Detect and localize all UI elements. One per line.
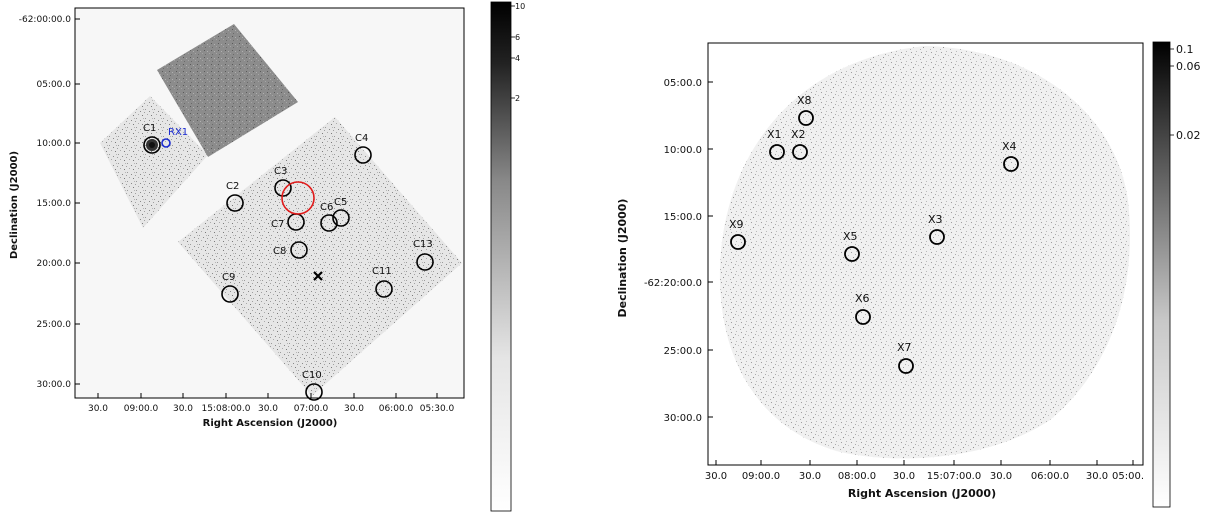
chandra-region-circle — [281, 181, 315, 215]
right-ylabel: Declination (J2000) — [616, 199, 629, 318]
source-label-x1: X1 — [767, 128, 782, 141]
left-ytick-5: 25:00.0 — [36, 320, 71, 330]
right-xtick-4: 30.0 — [893, 471, 915, 482]
source-circle-c4 — [354, 146, 372, 164]
source-label-c7: C7 — [271, 219, 284, 230]
source-label-x3: X3 — [928, 213, 943, 226]
right-ytick-1: 10:00.0 — [664, 145, 702, 156]
source-label-c2: C2 — [226, 181, 239, 192]
left-chip-dark — [157, 24, 298, 157]
right-xlabel: Right Ascension (J2000) — [848, 487, 996, 500]
source-circle-c9 — [221, 285, 239, 303]
source-circle-x9 — [730, 234, 746, 250]
left-xtick-6: 30.0 — [344, 404, 364, 414]
source-label-x8: X8 — [797, 94, 812, 107]
right-ytick-2: 15:00.0 — [664, 212, 702, 223]
left-cbar-tick-2: 4 — [515, 54, 520, 63]
source-label-x6: X6 — [855, 292, 870, 305]
source-circle-x8 — [798, 110, 814, 126]
left-xtick-7: 06:00.0 — [379, 404, 414, 414]
left-panel: RX1 C1 C2 C3 C4 C5 C6 C7 C8 C9 C10 C11 C… — [9, 1, 525, 512]
right-panel: X1 X2 X3 X4 X5 X6 X7 X8 X9 05:00.0 10:00… — [616, 41, 1201, 508]
left-xtick-8: 05:30.0 — [420, 404, 455, 414]
left-xtick-4: 30.0 — [258, 404, 278, 414]
source-label-c5: C5 — [334, 197, 347, 208]
source-label-c9: C9 — [222, 272, 235, 283]
source-circle-x3 — [929, 229, 945, 245]
left-chip-main — [178, 117, 462, 396]
source-label-x4: X4 — [1002, 140, 1017, 153]
right-xtick-9: 05:00. — [1112, 471, 1144, 482]
right-ytick-3: -62:20:00.0 — [644, 278, 702, 289]
source-circle-x2 — [792, 144, 808, 160]
source-circle-x5 — [844, 246, 860, 262]
left-ytick-0: -62:00:00.0 — [19, 15, 72, 25]
right-colorbar — [1152, 41, 1171, 508]
source-label-x5: X5 — [843, 230, 858, 243]
left-xtick-3: 15:08:00.0 — [201, 404, 250, 414]
left-xtick-5: 07:00.0 — [294, 404, 329, 414]
left-ytick-4: 20:00.0 — [36, 259, 71, 269]
right-ytick-5: 30:00.0 — [664, 413, 702, 424]
right-cbar-tick-0: 0.1 — [1176, 43, 1194, 56]
source-circle-c1 — [143, 136, 161, 154]
right-ytick-4: 25:00.0 — [664, 346, 702, 357]
right-detector-field — [719, 46, 1130, 459]
right-xtick-7: 06:00.0 — [1031, 471, 1069, 482]
left-ytick-1: 05:00.0 — [36, 80, 71, 90]
left-ylabel: Declination (J2000) — [9, 151, 20, 259]
source-circle-x6 — [855, 309, 871, 325]
source-label-x7: X7 — [897, 341, 912, 354]
source-label-c11: C11 — [372, 266, 392, 277]
source-label-c4: C4 — [355, 133, 368, 144]
left-ytick-2: 10:00.0 — [36, 139, 71, 149]
left-ytick-6: 30:00.0 — [36, 380, 71, 390]
right-xtick-0: 30.0 — [705, 471, 727, 482]
x-marker — [313, 271, 323, 281]
source-label-x9: X9 — [729, 218, 744, 231]
source-label-c8: C8 — [273, 246, 286, 257]
source-label-c13: C13 — [413, 239, 433, 250]
source-circle-c8 — [290, 241, 308, 259]
left-chip-upper — [100, 96, 208, 228]
source-label-x2: X2 — [791, 128, 806, 141]
rosat-label: RX1 — [168, 127, 188, 138]
left-cbar-tick-0: 10 — [515, 2, 525, 11]
source-label-c6: C6 — [320, 202, 333, 213]
left-colorbar — [490, 1, 512, 512]
source-circle-c10 — [305, 383, 323, 401]
source-circle-x1 — [769, 144, 785, 160]
source-circle-x7 — [898, 358, 914, 374]
left-cbar-tick-3: 2 — [515, 94, 520, 103]
source-circle-c11 — [375, 280, 393, 298]
left-cbar-tick-1: 6 — [515, 33, 520, 42]
right-xtick-1: 09:00.0 — [742, 471, 780, 482]
left-xlabel: Right Ascension (J2000) — [203, 418, 338, 429]
source-circle-c13 — [416, 253, 434, 271]
right-ytick-0: 05:00.0 — [664, 78, 702, 89]
right-xtick-6: 30.0 — [990, 471, 1012, 482]
rosat-source-circle — [161, 138, 171, 148]
right-cbar-tick-2: 0.02 — [1176, 129, 1201, 142]
right-xtick-3: 08:00.0 — [838, 471, 876, 482]
right-xtick-5: 15:07:00.0 — [927, 471, 981, 482]
right-cbar-tick-1: 0.06 — [1176, 60, 1201, 73]
source-circle-c6 — [320, 214, 338, 232]
source-label-c1: C1 — [143, 123, 156, 134]
left-xtick-2: 30.0 — [173, 404, 193, 414]
source-circle-c2 — [226, 194, 244, 212]
right-xtick-2: 30.0 — [799, 471, 821, 482]
source-circle-c3 — [274, 179, 292, 197]
right-xtick-8: 30.0 — [1086, 471, 1108, 482]
left-xtick-0: 30.0 — [88, 404, 108, 414]
source-circle-c5 — [332, 209, 350, 227]
left-ytick-3: 15:00.0 — [36, 199, 71, 209]
source-label-c10: C10 — [302, 370, 322, 381]
left-xtick-1: 09:00.0 — [124, 404, 159, 414]
source-label-c3: C3 — [274, 166, 287, 177]
source-circle-x4 — [1003, 156, 1019, 172]
